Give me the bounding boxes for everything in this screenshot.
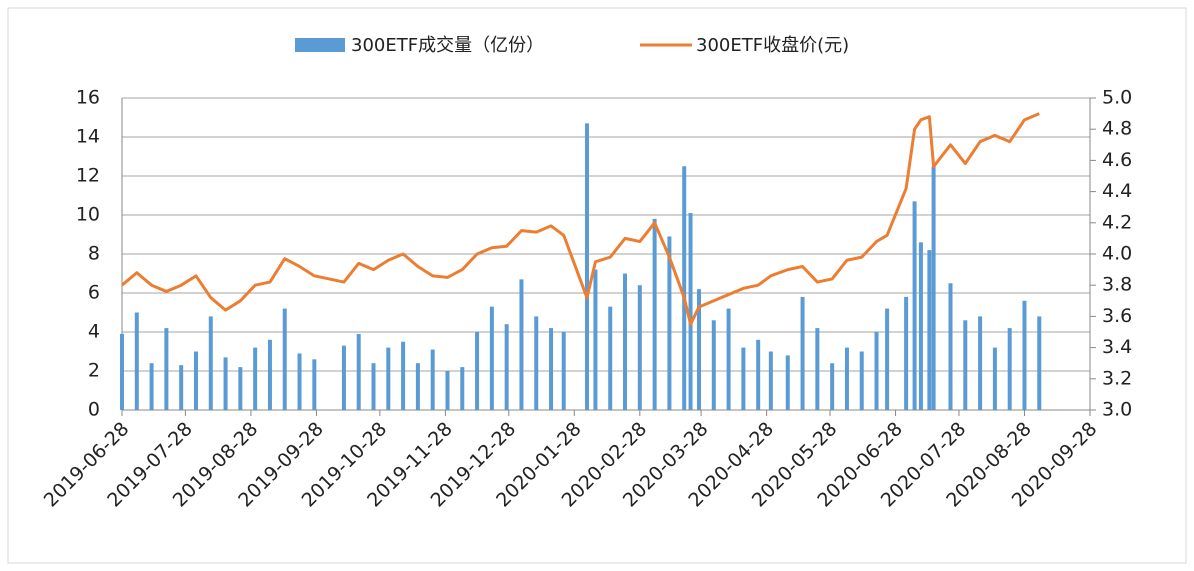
bar bbox=[667, 236, 672, 410]
y2-tick-label: 3.8 bbox=[1102, 274, 1132, 296]
bar bbox=[726, 308, 731, 410]
y-tick-label: 12 bbox=[76, 165, 100, 187]
bar bbox=[561, 332, 566, 410]
legend-label: 300ETF成交量（亿份） bbox=[351, 35, 544, 56]
y2-tick-label: 4.0 bbox=[1102, 243, 1132, 265]
bar bbox=[312, 359, 317, 410]
bar bbox=[149, 363, 154, 410]
y-tick-label: 14 bbox=[76, 126, 100, 148]
bar bbox=[963, 320, 968, 410]
bar bbox=[1007, 328, 1012, 410]
y2-tick-label: 4.6 bbox=[1102, 149, 1132, 171]
bar bbox=[386, 347, 391, 410]
bar bbox=[282, 308, 287, 410]
legend-label: 300ETF收盘价(元) bbox=[696, 35, 849, 56]
bar bbox=[341, 345, 346, 410]
bar bbox=[489, 306, 494, 410]
bar bbox=[904, 296, 909, 410]
bar bbox=[912, 201, 917, 410]
y2-tick-label: 4.4 bbox=[1102, 180, 1132, 202]
bar bbox=[688, 213, 693, 410]
legend-swatch bbox=[295, 38, 345, 52]
y2-tick-label: 4.2 bbox=[1102, 211, 1132, 233]
bar bbox=[164, 328, 169, 410]
bar bbox=[815, 328, 820, 410]
bar bbox=[637, 285, 642, 410]
bar bbox=[874, 332, 879, 410]
bar bbox=[711, 320, 716, 410]
bar bbox=[549, 328, 554, 410]
bar bbox=[682, 166, 687, 410]
bar bbox=[297, 353, 302, 410]
bar bbox=[356, 333, 361, 410]
y2-tick-label: 5.0 bbox=[1102, 87, 1132, 109]
bar bbox=[608, 306, 613, 410]
bar bbox=[623, 273, 628, 410]
y2-tick-label: 3.4 bbox=[1102, 336, 1132, 358]
bar bbox=[238, 367, 243, 410]
bar bbox=[844, 347, 849, 410]
y-tick-label: 2 bbox=[88, 360, 100, 382]
bar bbox=[475, 332, 480, 410]
y-tick-label: 4 bbox=[88, 321, 100, 343]
bar bbox=[785, 355, 790, 410]
y-tick-label: 8 bbox=[88, 243, 100, 265]
bar bbox=[415, 363, 420, 410]
bar bbox=[978, 316, 983, 410]
y2-tick-label: 3.0 bbox=[1102, 399, 1132, 421]
bar bbox=[179, 365, 184, 410]
bar bbox=[992, 347, 997, 410]
bar bbox=[134, 312, 139, 410]
y-tick-label: 0 bbox=[88, 399, 100, 421]
y-tick-label: 10 bbox=[76, 204, 100, 226]
bar bbox=[1037, 316, 1042, 410]
bar bbox=[208, 316, 213, 410]
bar bbox=[741, 347, 746, 410]
bar bbox=[445, 371, 450, 410]
bar bbox=[918, 242, 923, 410]
y2-tick-label: 3.2 bbox=[1102, 367, 1132, 389]
bar bbox=[800, 296, 805, 410]
bar bbox=[401, 341, 406, 410]
bar bbox=[859, 351, 864, 410]
bar bbox=[267, 339, 272, 410]
y-tick-label: 16 bbox=[76, 87, 100, 109]
bar bbox=[768, 351, 773, 410]
bar bbox=[584, 123, 589, 410]
bar bbox=[253, 347, 258, 410]
bar bbox=[519, 279, 524, 410]
bar bbox=[430, 349, 435, 410]
bar bbox=[885, 308, 890, 410]
bar bbox=[948, 283, 953, 410]
bar bbox=[193, 351, 198, 410]
bar bbox=[120, 333, 124, 410]
bar bbox=[1022, 300, 1027, 410]
bar bbox=[593, 269, 598, 410]
bar bbox=[830, 363, 835, 410]
bar bbox=[931, 166, 936, 410]
bar bbox=[652, 218, 657, 410]
price-line bbox=[121, 112, 1040, 326]
bar bbox=[756, 339, 761, 410]
bar bbox=[534, 316, 539, 410]
bar bbox=[371, 363, 376, 410]
y2-tick-label: 4.8 bbox=[1102, 118, 1132, 140]
bar bbox=[223, 357, 228, 410]
y2-tick-label: 3.6 bbox=[1102, 305, 1132, 327]
y-tick-label: 6 bbox=[88, 282, 100, 304]
bar bbox=[696, 289, 701, 410]
bar bbox=[460, 367, 465, 410]
bar bbox=[927, 250, 932, 410]
bar bbox=[504, 324, 509, 410]
